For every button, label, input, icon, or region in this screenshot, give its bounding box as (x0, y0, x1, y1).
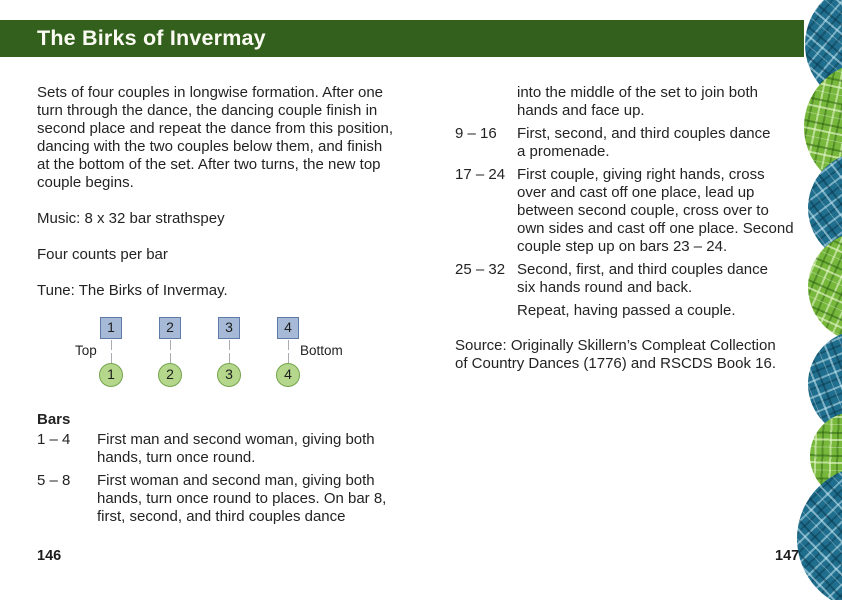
bar-instruction: Second, first, and third couples dance s… (517, 261, 768, 296)
intro-paragraph: Sets of four couples in longwise formati… (37, 84, 394, 191)
bar-range: 25 – 32 (455, 261, 506, 278)
page-title: The Birks of Invermay (37, 26, 266, 50)
music-line: Music: 8 x 32 bar strathspey (37, 210, 225, 227)
bars-list-right: into the middle of the set to join both … (455, 84, 805, 320)
source-note: Source: Originally Skillern’s Compleat C… (455, 337, 776, 372)
bottom-label: Bottom (300, 343, 343, 358)
dance-title-banner: The Birks of Invermay (0, 20, 804, 57)
left-column: Sets of four couples in longwise formati… (37, 84, 429, 526)
tune-line: Tune: The Birks of Invermay. (37, 282, 228, 299)
repeat-note: Repeat, having passed a couple. (517, 302, 736, 319)
bar-instruction-continuation: into the middle of the set to join both … (517, 84, 758, 119)
woman-marker-2: 2 (158, 363, 182, 387)
woman-marker-4: 4 (276, 363, 300, 387)
bar-instruction: First couple, giving right hands, cross … (517, 166, 794, 255)
facing-tick (170, 340, 171, 350)
man-marker-4: 4 (277, 317, 299, 339)
facing-tick (288, 340, 289, 350)
tartan-circle (793, 395, 842, 517)
bar-instruction: First woman and second man, giving both … (97, 472, 387, 525)
man-marker-3: 3 (218, 317, 240, 339)
counts-line: Four counts per bar (37, 246, 168, 263)
man-marker-1: 1 (100, 317, 122, 339)
bar-range: 17 – 24 (455, 166, 506, 183)
page-number-left: 146 (37, 548, 62, 564)
facing-tick (111, 353, 112, 363)
facing-tick (288, 353, 289, 363)
tartan-circle (800, 224, 842, 350)
bar-range (455, 84, 517, 120)
bar-range: 1 – 4 (37, 431, 71, 448)
facing-tick (229, 353, 230, 363)
tartan-circle (778, 447, 842, 600)
facing-tick (170, 353, 171, 363)
man-marker-2: 2 (159, 317, 181, 339)
woman-marker-1: 1 (99, 363, 123, 387)
page-number-right: 147 (775, 548, 800, 564)
bar-range: 9 – 16 (455, 125, 497, 142)
facing-tick (229, 340, 230, 350)
woman-marker-3: 3 (217, 363, 241, 387)
facing-tick (111, 340, 112, 350)
top-label: Top (75, 343, 97, 358)
set-formation-diagram: 1 2 3 4 Top Bottom 1 2 3 4 (37, 317, 429, 387)
bar-instruction: First, second, and third couples dance a… (517, 125, 771, 160)
bar-range: 5 – 8 (37, 472, 71, 489)
bar-instruction: First man and second woman, giving both … (97, 431, 375, 466)
bar-range (455, 302, 517, 320)
bars-heading: Bars (37, 411, 71, 428)
right-column: into the middle of the set to join both … (455, 84, 805, 373)
bars-list-left: 1 – 4 First man and second woman, giving… (37, 431, 429, 526)
